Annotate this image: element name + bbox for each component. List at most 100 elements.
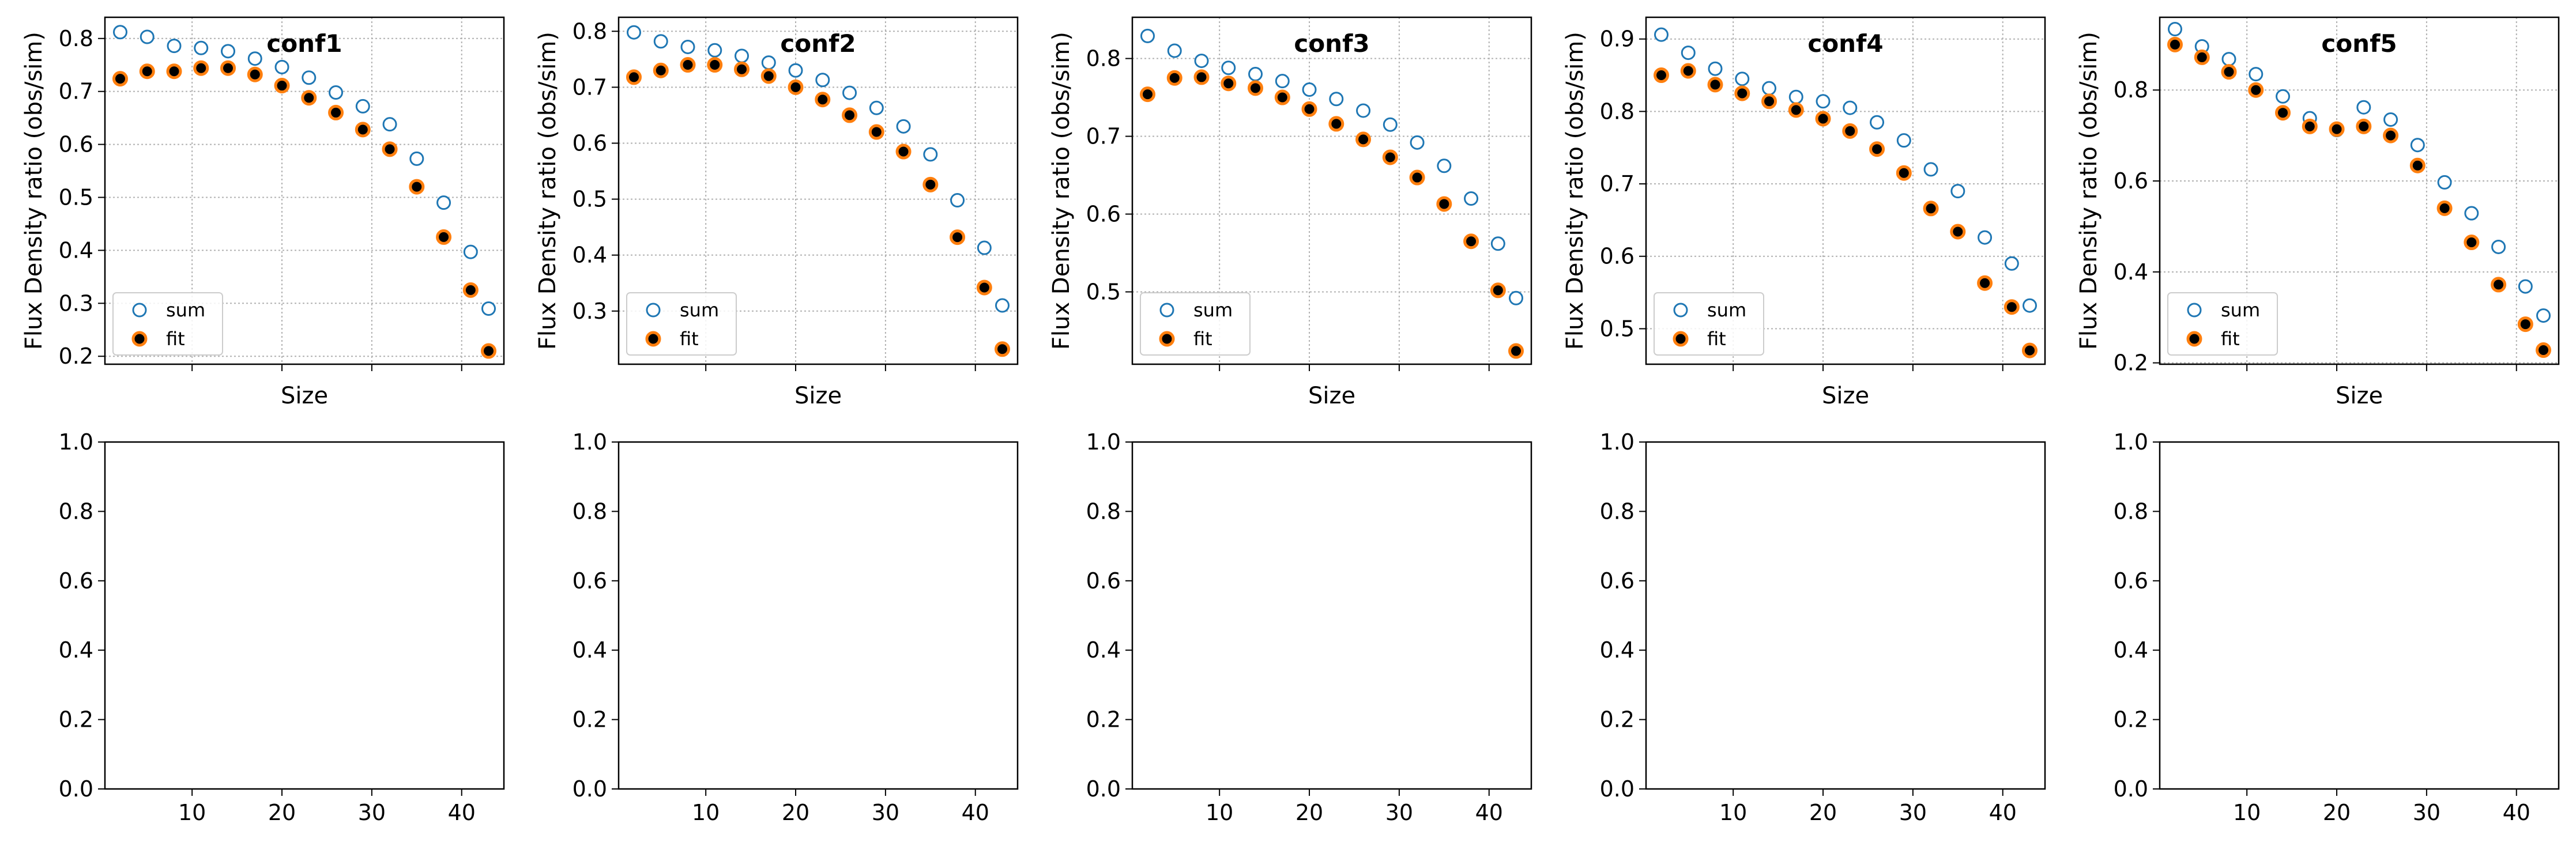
legend-label-sum: sum: [1707, 299, 1746, 321]
fit-point: [2022, 342, 2038, 358]
y-tick-label: 0.3: [573, 299, 607, 324]
sum-point: [2437, 175, 2452, 190]
sum-point: [1843, 100, 1858, 115]
sum-point: [1437, 158, 1452, 173]
y-tick-label: 0.0: [59, 776, 93, 802]
fit-point: [1274, 89, 1290, 105]
sum-point: [1896, 133, 1911, 148]
fit-point: [2356, 118, 2372, 134]
fit-point: [1869, 141, 1885, 157]
chart-panel-6: 10 20 30 40 0.0 0.2 0.4 0.6 0.8 1.0: [59, 429, 505, 825]
x-axis-label: Size: [1308, 383, 1355, 409]
chart-panel-10: 10 20 30 40 0.0 0.2 0.4 0.6 0.8 1.0: [2114, 429, 2560, 825]
sum-point: [194, 40, 209, 55]
fit-point: [2194, 49, 2210, 65]
legend-label-sum: sum: [1193, 299, 1233, 321]
legend-label-fit: fit: [680, 328, 699, 350]
y-tick-label: 0.7: [59, 79, 93, 104]
x-tick-label: 30: [1385, 800, 1413, 825]
sum-point: [382, 117, 397, 132]
sum-point: [1302, 82, 1317, 97]
y-tick-label: 0.8: [1086, 46, 1121, 71]
sum-point: [274, 59, 289, 74]
fit-point: [995, 341, 1011, 357]
fit-point: [895, 143, 912, 160]
legend-label-fit: fit: [1193, 328, 1212, 350]
y-tick-label: 0.7: [1600, 171, 1635, 197]
fit-point: [2517, 316, 2533, 333]
legend-marker-fit: [131, 331, 148, 347]
sum-point: [167, 39, 182, 54]
fit-point: [1707, 77, 1723, 93]
fit-point: [2464, 235, 2480, 251]
x-tick-label: 20: [782, 800, 809, 825]
legend-label-sum: sum: [680, 299, 719, 321]
x-axis-label: Size: [281, 383, 328, 409]
y-tick-label: 0.5: [59, 184, 93, 210]
sum-point: [2356, 100, 2371, 115]
panel-title: conf1: [266, 29, 342, 58]
sum-point: [2276, 89, 2291, 104]
x-tick-label: 10: [692, 800, 720, 825]
legend-marker-sum: [646, 303, 661, 318]
axes-frame: [104, 16, 505, 365]
sum-point: [1509, 290, 1524, 305]
sum-point: [815, 73, 830, 88]
sum-point: [409, 151, 424, 166]
y-tick-label: 0.4: [573, 637, 607, 663]
fit-point: [247, 66, 263, 82]
sum-point: [2167, 22, 2182, 37]
sum-point: [626, 25, 641, 40]
fit-point: [481, 343, 497, 359]
x-tick-label: 20: [1295, 800, 1323, 825]
fit-point: [868, 124, 884, 140]
fit-point: [1221, 75, 1237, 92]
axes-frame: [1131, 441, 1532, 790]
y-tick-label: 0.4: [59, 637, 93, 663]
y-tick-label: 0.7: [573, 74, 607, 100]
fit-point: [1490, 282, 1506, 299]
fit-point: [1734, 85, 1750, 101]
sum-point: [2536, 308, 2551, 323]
sum-point: [1923, 162, 1938, 177]
fit-point: [2436, 200, 2453, 216]
fit-point: [301, 90, 317, 106]
fit-point: [462, 282, 479, 298]
sum-point: [1464, 191, 1479, 206]
fit-point: [1139, 86, 1155, 103]
sum-point: [1383, 117, 1398, 132]
x-tick-label: 40: [2503, 800, 2530, 825]
y-tick-label: 1.0: [573, 429, 607, 455]
fit-point: [1166, 70, 1182, 86]
x-tick-label: 10: [1206, 800, 1233, 825]
x-axis-label: Size: [2336, 383, 2383, 409]
y-axis-label: Flux Density ratio (obs/sim): [534, 32, 561, 350]
fit-point: [2248, 82, 2264, 98]
fit-point: [2491, 277, 2507, 293]
axes-frame: [1131, 16, 1532, 365]
fit-point: [1508, 343, 1524, 359]
y-tick-label: 0.6: [573, 568, 607, 594]
sum-point: [302, 70, 317, 85]
sum-point: [221, 44, 236, 59]
y-tick-label: 0.8: [1600, 498, 1635, 524]
chart-panel-9: 10 20 30 40 0.0 0.2 0.4 0.6 0.8 1.0: [1600, 429, 2046, 825]
fit-point: [922, 176, 939, 192]
x-tick-label: 30: [1899, 800, 1927, 825]
sum-point: [680, 39, 695, 54]
y-axis-label: Flux Density ratio (obs/sim): [1048, 32, 1075, 350]
axes-frame: [2159, 441, 2560, 790]
y-tick-label: 0.8: [59, 498, 93, 524]
legend-marker-fit: [1159, 331, 1175, 347]
fit-point: [436, 229, 452, 245]
chart-panel-5: 0.2 0.4 0.6 0.8 Size Flux Density ratio (obs/…: [2076, 16, 2560, 409]
chart-panel-8: 10 20 30 40 0.0 0.2 0.4 0.6 0.8 1.0: [1086, 429, 1532, 825]
fit-point: [1436, 196, 1452, 212]
y-tick-label: 0.6: [1600, 244, 1635, 269]
sum-point: [1708, 61, 1723, 76]
axes-frame: [1645, 441, 2046, 790]
fit-point: [2003, 299, 2020, 315]
x-tick-label: 30: [872, 800, 899, 825]
legend-label-sum: sum: [166, 299, 205, 321]
axes-frame: [1645, 16, 2046, 365]
